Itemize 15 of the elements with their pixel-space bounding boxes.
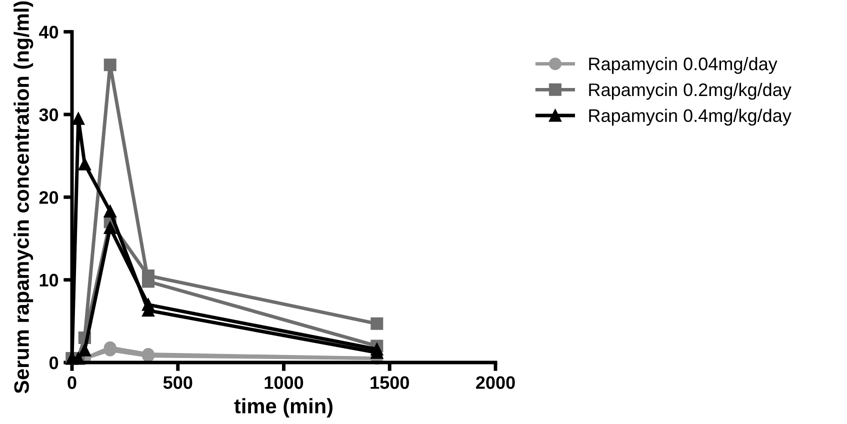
- y-tick-label: 30: [39, 108, 58, 122]
- x-tick-label: 500: [163, 376, 192, 389]
- x-tick-label: 1000: [264, 376, 304, 389]
- x-tick-label: 1500: [370, 376, 409, 389]
- y-tick-label: 40: [38, 26, 58, 39]
- y-axis-title: Serum rapamycin concentration (ng/ml): [14, 1, 34, 394]
- legend-label: Rapamycin 0.4mg/kg/day: [589, 108, 792, 126]
- x-axis-title: time (min): [234, 398, 332, 418]
- x-tick-label: 2000: [476, 376, 515, 389]
- legend-label: Rapamycin 0.04mg/day: [589, 57, 778, 74]
- y-tick-label: 0: [49, 356, 58, 370]
- y-tick-label: 10: [40, 274, 58, 287]
- x-tick-label: 0: [68, 376, 76, 389]
- y-tick-label: 20: [39, 191, 58, 204]
- legend-label: Rapamycin 0.2mg/kg/day: [589, 82, 792, 100]
